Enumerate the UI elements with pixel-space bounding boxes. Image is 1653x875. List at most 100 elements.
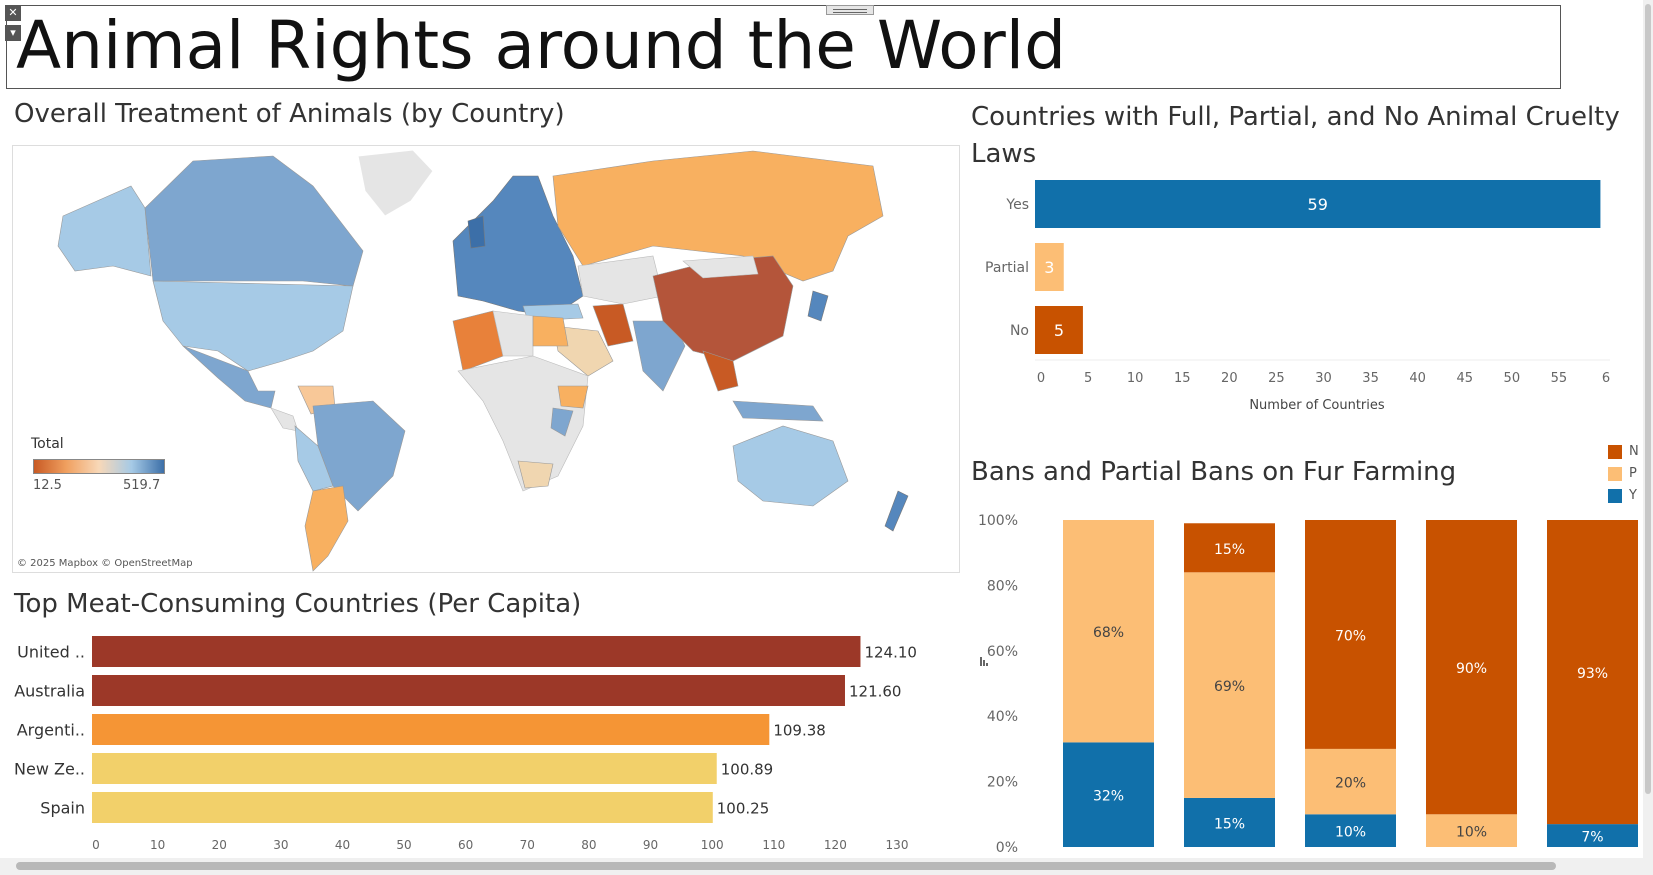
fur-y-tick: 40% <box>987 709 1018 725</box>
meat-x-tick: 20 <box>212 838 227 852</box>
fur-segment-label: 93% <box>1577 666 1608 682</box>
fur-segment-label: 90% <box>1456 661 1487 677</box>
fur-bar-segment <box>1305 520 1396 749</box>
meat-bar <box>92 753 717 784</box>
meat-x-tick: 120 <box>824 838 847 852</box>
meat-bar-label: 124.10 <box>864 644 917 662</box>
map-region-alaska <box>57 185 152 277</box>
map-region-europe <box>452 175 584 317</box>
cruelty-x-tick: 15 <box>1174 371 1191 386</box>
fur-legend-label: Y <box>1629 488 1637 503</box>
meat-chart: United .. 124.10 Australia 121.60 Argenti.. 1… <box>14 636 917 852</box>
meat-chart-title: Top Meat-Consuming Countries (Per Capita… <box>14 589 582 619</box>
fur-bar-segment <box>1547 520 1638 825</box>
cruelty-bar <box>1035 243 1064 291</box>
meat-bar-label: 121.60 <box>849 683 902 701</box>
map-region-uk <box>467 215 486 249</box>
fur-chart-title: Bans and Partial Bans on Fur Farming <box>971 457 1457 487</box>
fur-axis-icon <box>983 660 985 666</box>
cruelty-x-tick: 6 <box>1602 371 1610 386</box>
cruelty-x-tick: 20 <box>1221 371 1238 386</box>
world-map[interactable]: Total 12.5 519.7 © 2025 Mapbox © OpenStr… <box>12 145 960 573</box>
vertical-scrollbar-thumb[interactable] <box>1645 4 1651 794</box>
map-region-japan <box>807 290 829 322</box>
fur-y-tick: 0% <box>996 840 1018 856</box>
fur-segment-label: 68% <box>1093 625 1124 641</box>
meat-x-tick: 30 <box>273 838 288 852</box>
cruelty-x-tick: 35 <box>1362 371 1379 386</box>
fur-bar-segment <box>1184 797 1275 847</box>
fur-segment-label: 10% <box>1456 825 1487 841</box>
drag-handle-icon[interactable] <box>826 5 874 15</box>
meat-category-label: New Ze.. <box>14 760 85 779</box>
meat-bar <box>92 636 861 667</box>
map-attribution: © 2025 Mapbox © OpenStreetMap <box>17 558 193 569</box>
fur-legend-item[interactable]: Y <box>1608 488 1653 504</box>
fur-legend-item[interactable]: N <box>1608 444 1653 460</box>
cruelty-category-label: No <box>1010 323 1029 339</box>
map-region-africa <box>457 355 589 492</box>
horizontal-scrollbar-thumb[interactable] <box>16 862 1556 870</box>
fur-bar-segment <box>1184 572 1275 798</box>
fur-y-tick: 100% <box>978 513 1018 529</box>
map-region-australia <box>732 425 849 507</box>
fur-bar-segment <box>1063 742 1154 847</box>
fur-bar-segment <box>1063 520 1154 743</box>
meat-x-tick: 80 <box>581 838 596 852</box>
cruelty-bar-label: 5 <box>1054 321 1064 340</box>
fur-segment-label: 69% <box>1214 679 1245 695</box>
cruelty-x-tick: 55 <box>1551 371 1568 386</box>
map-region-saudi <box>552 325 614 377</box>
fur-legend-item[interactable]: P <box>1608 466 1653 482</box>
fur-bar-segment <box>1184 523 1275 573</box>
world-map-svg[interactable] <box>13 146 960 573</box>
map-region-argentina <box>304 485 349 572</box>
fur-y-tick: 20% <box>987 775 1018 791</box>
fur-axis-icon <box>986 663 988 666</box>
map-region-usa <box>152 280 354 372</box>
fur-segment-label: 20% <box>1335 776 1366 792</box>
meat-bar-label: 100.89 <box>721 761 774 779</box>
meat-x-tick: 110 <box>762 838 785 852</box>
dashboard-title: Animal Rights around the World <box>16 7 1067 84</box>
fur-segment-label: 32% <box>1093 789 1124 805</box>
fur-bar-segment <box>1426 520 1517 815</box>
cruelty-x-tick: 50 <box>1504 371 1521 386</box>
map-legend-max: 519.7 <box>123 478 161 493</box>
fur-segment-label: 70% <box>1335 628 1366 644</box>
fur-segment-label: 15% <box>1214 542 1245 558</box>
map-region-central-asia <box>577 255 664 305</box>
close-icon[interactable]: ✕ <box>5 5 21 21</box>
fur-legend-label: P <box>1629 466 1637 481</box>
meat-category-label: Spain <box>40 799 85 818</box>
map-region-greenland <box>357 149 434 217</box>
map-region-new-zealand <box>884 490 909 532</box>
meat-x-tick: 100 <box>701 838 724 852</box>
menu-dropdown-icon[interactable]: ▾ <box>5 25 21 41</box>
map-region-south-africa <box>517 460 554 489</box>
fur-axis-icon <box>980 657 982 666</box>
fur-segment-label: 15% <box>1214 816 1245 832</box>
cruelty-x-tick: 25 <box>1268 371 1285 386</box>
meat-bar <box>92 675 845 706</box>
map-legend-min: 12.5 <box>33 478 62 493</box>
dashboard-title-box <box>6 5 1561 89</box>
map-region-egypt <box>532 315 569 347</box>
cruelty-x-tick: 30 <box>1315 371 1332 386</box>
fur-bar-segment <box>1547 824 1638 847</box>
meat-x-tick: 90 <box>643 838 658 852</box>
fur-segment-label: 10% <box>1335 825 1366 841</box>
cruelty-chart-title: Countries with Full, Partial, and No Ani… <box>971 102 1620 169</box>
map-region-iran <box>592 303 634 347</box>
cruelty-x-tick: 45 <box>1456 371 1473 386</box>
fur-legend-swatch <box>1608 445 1622 459</box>
fur-legend-label: N <box>1629 444 1639 459</box>
meat-category-label: Australia <box>14 682 85 701</box>
map-region-indonesia <box>732 400 824 422</box>
meat-x-tick: 10 <box>150 838 165 852</box>
cruelty-bar <box>1035 180 1601 228</box>
cruelty-category-label: Yes <box>1005 197 1029 213</box>
fur-y-tick: 80% <box>987 578 1018 594</box>
cruelty-bar-label: 59 <box>1308 195 1328 214</box>
